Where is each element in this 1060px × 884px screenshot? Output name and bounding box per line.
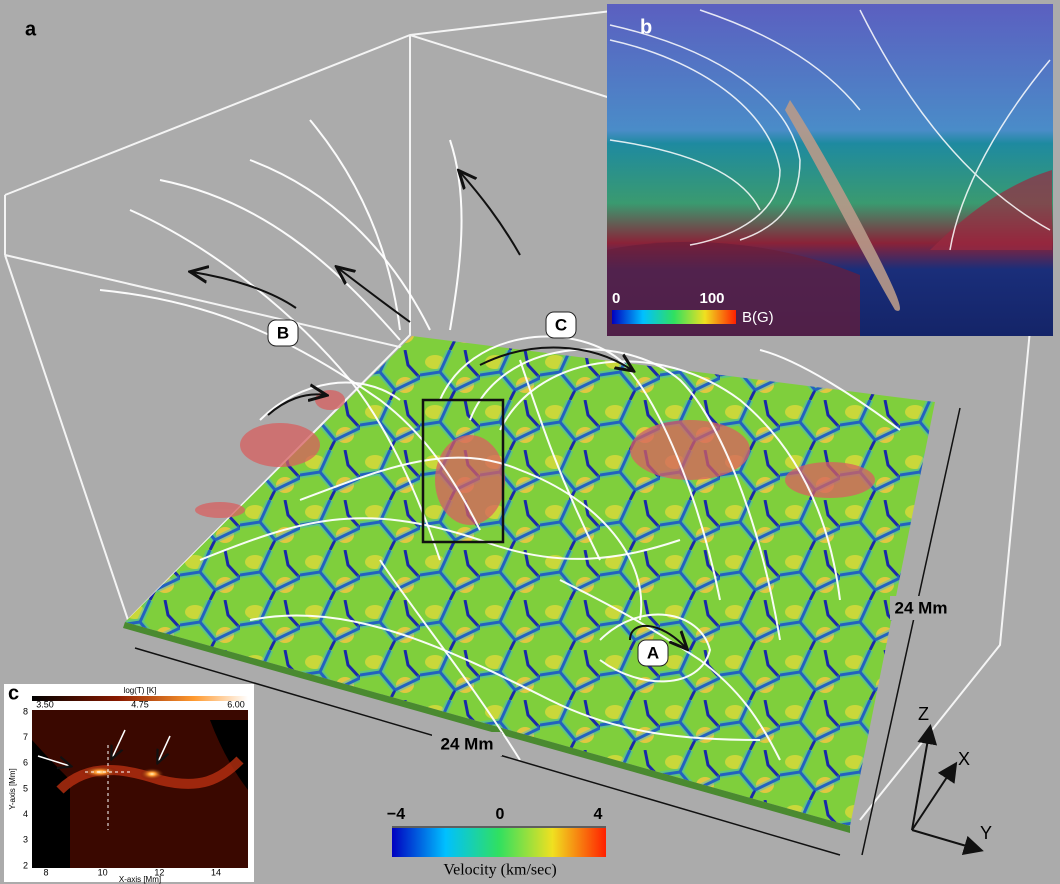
colorbar — [392, 828, 606, 857]
axis-name: X — [958, 749, 970, 769]
colorbar — [32, 696, 248, 701]
colorbar-tick: 4 — [594, 806, 603, 823]
colorbar-title: B(G) — [742, 309, 774, 326]
scale-label: 24 Mm — [895, 598, 948, 617]
y-tick-label: 2 — [23, 860, 28, 870]
colorbar-tick: −4 — [387, 806, 405, 823]
region-label: B — [277, 323, 289, 342]
axis-name: Y — [980, 823, 992, 843]
colorbar — [612, 310, 736, 324]
filament — [785, 100, 900, 311]
x-tick-label: 8 — [43, 867, 48, 877]
x-tick-label: 12 — [154, 867, 164, 877]
panel-label: c — [8, 682, 19, 704]
inset-b: b 0 100 B(G) — [607, 4, 1053, 336]
y-tick-label: 6 — [23, 758, 28, 768]
x-tick-label: 10 — [98, 867, 108, 877]
y-tick-label: 8 — [23, 706, 28, 716]
panel-label: b — [640, 16, 652, 38]
colorbar-title: log(T) [K] — [124, 686, 157, 695]
colorbar-tick: 6.00 — [227, 699, 245, 709]
axis-name: Z — [918, 704, 929, 724]
region-label: C — [555, 315, 567, 334]
colorbar-tick: 0 — [612, 290, 620, 307]
colorbar-tick: 4.75 — [131, 699, 149, 709]
label-bg — [432, 732, 502, 756]
y-tick-label: 7 — [23, 732, 28, 742]
x-axis-title: X-axis [Mm] — [119, 875, 161, 884]
region-label-box — [637, 639, 669, 667]
x-tick-label: 14 — [211, 867, 221, 877]
panel-label: a — [25, 18, 37, 40]
label-bg — [890, 596, 952, 620]
y-tick-label: 5 — [23, 783, 28, 793]
flow-arrows — [192, 172, 686, 648]
region-label-box — [267, 319, 299, 347]
velocity-colorbar: −4 0 4 Velocity (km/sec) — [387, 806, 606, 879]
colorbar-tick: 100 — [699, 290, 724, 307]
scale-line — [861, 407, 961, 856]
colorbar-title: Velocity (km/sec) — [443, 862, 556, 879]
y-axis-title: Y-axis [Mm] — [8, 768, 17, 810]
region-label: A — [647, 643, 659, 662]
scale-label: 24 Mm — [441, 734, 494, 753]
surface-edge — [123, 622, 850, 833]
axes-triad: Z X Y — [911, 704, 992, 856]
inset-c: c log(T) [K] 3.50 4.75 6.00 Y-axis [Mm] … — [4, 682, 254, 884]
zoom-box — [421, 398, 505, 544]
region-label-box — [545, 311, 577, 339]
colorbar-tick: 3.50 — [36, 699, 54, 709]
region-labels: B C A — [267, 311, 669, 667]
y-tick-label: 3 — [23, 835, 28, 845]
y-tick-label: 4 — [23, 809, 28, 819]
colorbar-tick: 0 — [496, 806, 505, 823]
